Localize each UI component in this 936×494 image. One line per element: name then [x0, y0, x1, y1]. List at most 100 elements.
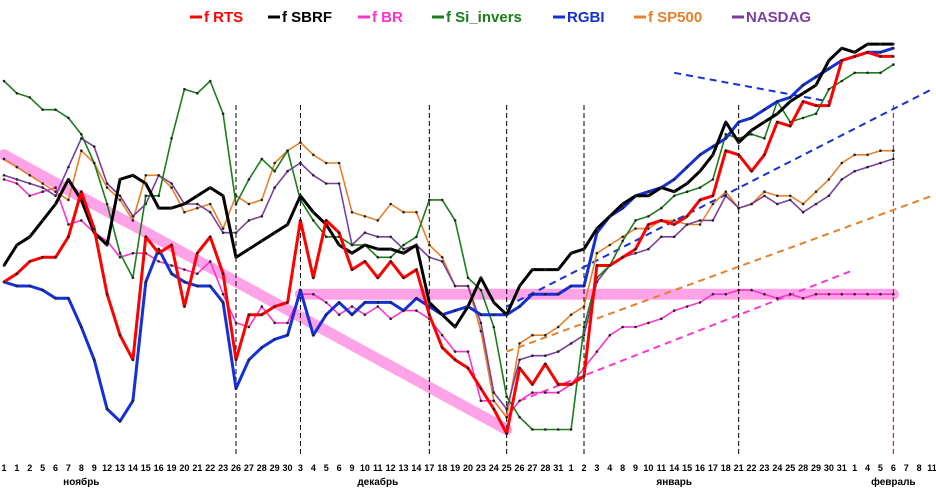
point-f-sp500-59 [763, 190, 766, 193]
point-f-sbrf-34 [440, 313, 444, 317]
x-tick-label-64: 30 [824, 463, 834, 473]
x-tick-label-29: 11 [373, 463, 383, 473]
point-nasdag-68 [879, 161, 882, 165]
point-nasdag-58 [750, 202, 753, 206]
point-f-br-43 [556, 391, 560, 394]
x-tick-label-6: 8 [79, 463, 84, 473]
point-f-sp500-45 [582, 305, 586, 308]
point-f-rts-6 [80, 190, 83, 193]
month-label-52: январь [656, 477, 692, 488]
point-rgbi-53 [685, 165, 689, 169]
point-f-rts-57 [737, 153, 740, 157]
point-f-sp500-8 [105, 186, 109, 189]
point-f-sbrf-62 [801, 92, 805, 95]
point-rgbi-61 [788, 96, 792, 99]
point-f-rts-48 [621, 255, 624, 259]
x-tick-label-18: 26 [231, 463, 241, 473]
point-f-rts-64 [827, 104, 831, 107]
point-rgbi-68 [879, 51, 882, 54]
legend-label-nasdag: NASDAG [746, 9, 811, 26]
x-tick-label-67: 4 [865, 463, 870, 473]
point-rgbi-30 [389, 301, 392, 304]
x-tick-label-11: 15 [141, 463, 151, 473]
point-f-sbrf-55 [711, 153, 715, 157]
point-f-br-59 [763, 292, 766, 296]
point-f-rts-22 [286, 301, 289, 304]
x-tick-label-51: 11 [657, 463, 667, 473]
point-f-sp500-10 [131, 219, 135, 222]
point-nasdag-55 [711, 219, 715, 222]
point-f-si-invers-48 [621, 239, 624, 243]
point-rgbi-57 [737, 120, 740, 124]
point-f-br-35 [453, 350, 457, 353]
point-rgbi-35 [453, 309, 457, 312]
point-f-sp500-54 [698, 223, 702, 226]
point-rgbi-58 [750, 116, 753, 120]
point-nasdag-10 [131, 215, 135, 218]
point-f-sbrf-9 [118, 178, 122, 181]
point-f-sp500-43 [556, 325, 560, 329]
point-nasdag-67 [866, 165, 869, 169]
point-f-sbrf-45 [582, 247, 586, 251]
x-tick-label-2: 2 [27, 463, 32, 473]
point-f-br-42 [544, 391, 547, 394]
point-f-si-invers-21 [273, 169, 276, 173]
point-f-rts-51 [660, 219, 663, 222]
point-f-sbrf-5 [67, 178, 70, 181]
point-nasdag-31 [402, 247, 405, 251]
x-tick-label-48: 8 [620, 463, 625, 473]
x-tick-label-1: 1 [14, 463, 19, 473]
point-nasdag-28 [363, 231, 367, 234]
point-f-sp500-13 [170, 186, 173, 189]
point-f-si-invers-50 [647, 215, 650, 218]
point-f-sbrf-11 [144, 182, 148, 185]
point-f-sbrf-16 [208, 186, 212, 189]
point-f-sbrf-28 [363, 243, 367, 247]
point-f-br-17 [221, 292, 225, 296]
point-nasdag-39 [505, 407, 508, 411]
point-f-sbrf-20 [260, 239, 264, 243]
point-f-sp500-40 [518, 342, 521, 345]
point-f-br-6 [80, 219, 83, 222]
point-rgbi-11 [144, 280, 148, 284]
point-f-sp500-16 [208, 202, 212, 206]
point-f-sbrf-52 [672, 190, 676, 193]
point-f-si-invers-4 [54, 108, 57, 111]
point-f-rts-0 [2, 280, 6, 284]
x-tick-label-3: 5 [40, 463, 45, 473]
point-f-br-62 [801, 297, 805, 300]
series-line-nasdag [3, 137, 894, 410]
x-tick-label-31: 13 [399, 463, 409, 473]
point-rgbi-54 [698, 153, 702, 157]
point-f-sp500-39 [505, 415, 508, 419]
point-f-sp500-0 [2, 157, 6, 161]
point-f-sp500-41 [531, 333, 534, 337]
point-f-sbrf-35 [453, 325, 457, 329]
point-f-rts-24 [312, 276, 315, 280]
x-tick-label-9: 13 [115, 463, 125, 473]
point-f-sbrf-43 [556, 268, 560, 271]
point-nasdag-9 [118, 194, 122, 198]
point-f-sbrf-56 [724, 120, 728, 124]
point-f-si-invers-35 [453, 219, 457, 222]
point-f-sbrf-33 [428, 301, 431, 304]
x-tick-label-70: 7 [904, 463, 909, 473]
point-f-si-invers-6 [80, 133, 83, 136]
x-tick-label-32: 14 [411, 463, 421, 473]
point-f-sp500-34 [440, 255, 444, 259]
point-nasdag-43 [556, 350, 560, 353]
x-tick-label-10: 14 [128, 463, 138, 473]
point-f-rts-49 [634, 247, 637, 251]
point-nasdag-49 [634, 251, 637, 255]
point-nasdag-22 [286, 169, 289, 173]
point-f-rts-41 [531, 383, 534, 386]
point-rgbi-18 [234, 387, 238, 390]
point-f-sp500-3 [41, 182, 44, 185]
point-f-si-invers-55 [711, 178, 715, 181]
point-f-sbrf-42 [544, 268, 547, 271]
point-f-br-48 [621, 325, 624, 329]
point-f-sbrf-69 [892, 42, 895, 46]
point-nasdag-63 [814, 202, 818, 206]
point-rgbi-44 [569, 284, 573, 288]
x-tick-label-58: 22 [747, 463, 757, 473]
